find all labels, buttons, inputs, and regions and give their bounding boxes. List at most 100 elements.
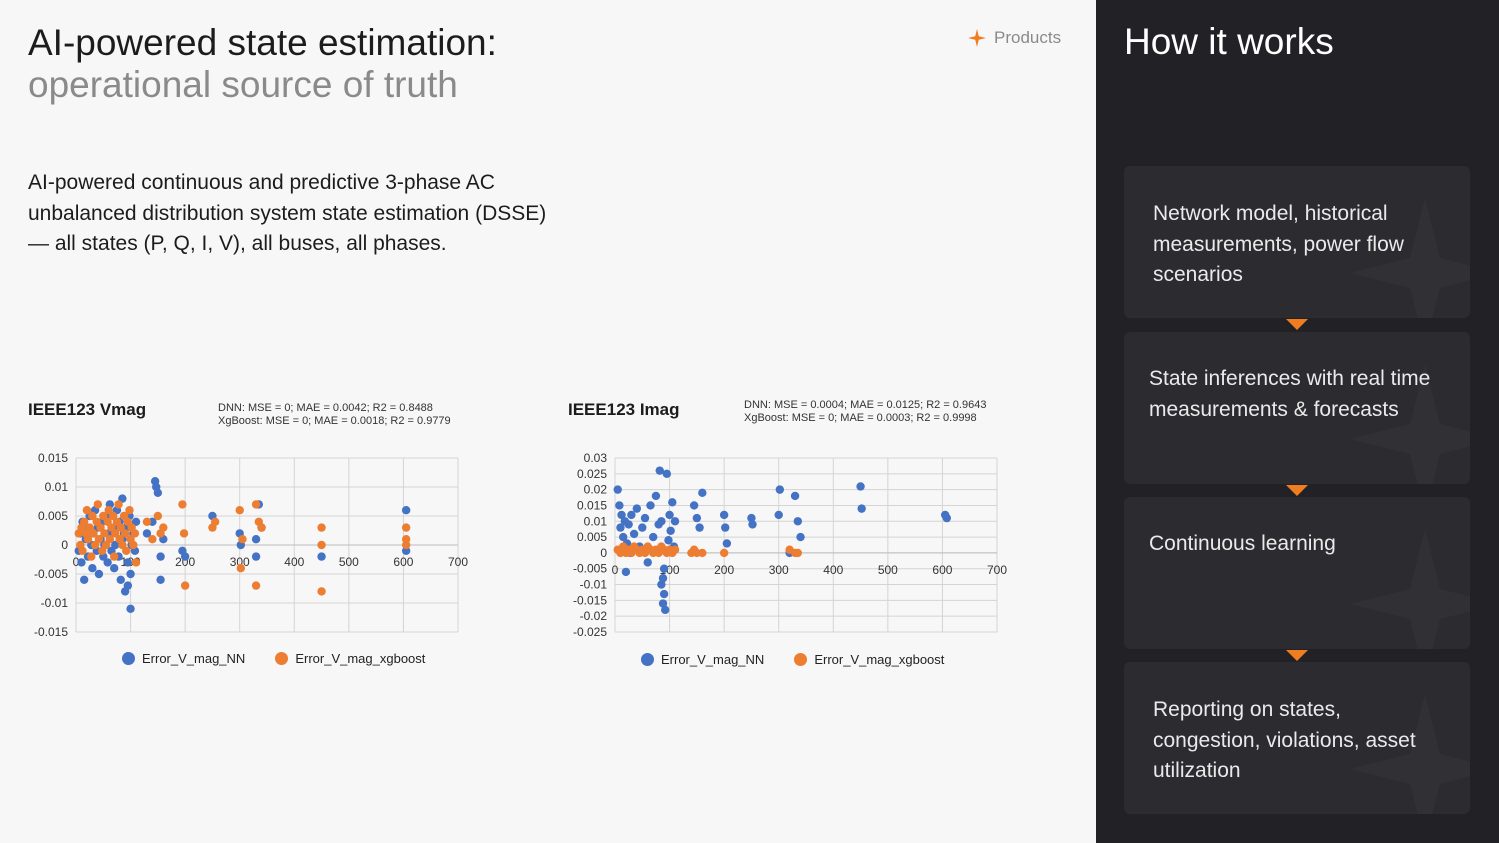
data-point-nn xyxy=(251,535,261,544)
chart-stat-dnn: DNN: MSE = 0; MAE = 0.0042; R2 = 0.8488 xyxy=(218,402,433,414)
data-point-xgboost xyxy=(88,511,97,521)
data-point-nn xyxy=(79,575,89,584)
data-point-nn xyxy=(856,482,865,491)
data-point-xgboost xyxy=(236,564,246,573)
data-point-nn xyxy=(670,517,680,526)
data-point-xgboost xyxy=(698,548,707,558)
y-tick-label: -0.025 xyxy=(573,625,607,639)
y-tick-label: 0.015 xyxy=(577,498,607,512)
data-point-xgboost xyxy=(317,540,326,550)
data-point-xgboost xyxy=(110,552,119,561)
x-tick-label: 300 xyxy=(769,563,789,577)
star-watermark-icon xyxy=(1350,529,1470,649)
imag-plot: 0.030.0250.020.0150.010.0050-0.005-0.01-… xyxy=(573,451,1007,639)
legend-item-nn: Error_V_mag_NN xyxy=(641,652,764,667)
data-point-xgboost xyxy=(129,540,138,550)
y-tick-label: 0.01 xyxy=(584,514,608,528)
step-arrow-icon xyxy=(1286,650,1308,661)
page-subtitle: operational source of truth xyxy=(28,64,458,105)
data-point-xgboost xyxy=(100,529,109,538)
data-point-nn xyxy=(646,501,655,510)
data-point-nn xyxy=(627,510,636,520)
y-tick-label: -0.015 xyxy=(34,625,68,639)
data-point-xgboost xyxy=(317,523,326,532)
star-watermark-icon xyxy=(1350,364,1470,484)
data-point-nn xyxy=(662,469,672,479)
data-point-nn xyxy=(658,599,668,608)
data-point-nn xyxy=(747,513,756,523)
legend-marker-xgboost xyxy=(794,653,808,666)
data-point-xgboost xyxy=(120,529,130,538)
legend-label-xgboost: Error_V_mag_xgboost xyxy=(295,651,426,666)
legend-label-xgboost: Error_V_mag_xgboost xyxy=(814,652,945,667)
chart-title: IEEE123 Vmag xyxy=(28,400,147,419)
data-point-xgboost xyxy=(130,529,140,538)
data-point-xgboost xyxy=(105,535,115,544)
data-point-nn xyxy=(661,605,670,615)
data-point-nn xyxy=(665,510,674,520)
products-link[interactable]: Products xyxy=(968,28,1061,48)
chart-legend: Error_V_mag_NN Error_V_mag_xgboost xyxy=(641,652,944,667)
data-point-nn xyxy=(638,523,647,532)
imag-chart: IEEE123 Imag DNN: MSE = 0.0004; MAE = 0.… xyxy=(568,392,1068,682)
data-point-xgboost xyxy=(401,540,411,550)
step-text: Continuous learning xyxy=(1149,532,1336,555)
data-point-xgboost xyxy=(87,552,96,561)
data-point-nn xyxy=(126,569,135,579)
chart-title: IEEE123 Imag xyxy=(568,400,680,419)
x-tick-label: 600 xyxy=(932,563,952,577)
data-point-xgboost xyxy=(210,517,220,526)
data-point-nn xyxy=(692,513,702,523)
data-point-xgboost xyxy=(178,500,187,509)
data-point-nn xyxy=(123,558,133,567)
chart-stats: DNN: MSE = 0; MAE = 0.0042; R2 = 0.8488 … xyxy=(218,402,451,428)
data-point-nn xyxy=(616,523,625,532)
x-tick-label: 200 xyxy=(714,563,734,577)
data-point-xgboost xyxy=(104,506,113,515)
data-point-nn xyxy=(617,510,626,520)
chart-stats: DNN: MSE = 0.0004; MAE = 0.0125; R2 = 0.… xyxy=(744,399,986,425)
y-tick-label: 0.03 xyxy=(584,451,608,465)
step-text: Network model, historical measurements, … xyxy=(1153,202,1404,286)
data-point-xgboost xyxy=(179,529,189,538)
sparkle-icon xyxy=(968,29,986,47)
legend-item-nn: Error_V_mag_NN xyxy=(122,651,245,666)
x-tick-label: 500 xyxy=(878,563,898,577)
legend-label-nn: Error_V_mag_NN xyxy=(661,652,765,667)
data-point-xgboost xyxy=(235,506,244,515)
data-point-nn xyxy=(857,504,866,513)
step-arrow-icon xyxy=(1286,319,1308,330)
data-point-nn xyxy=(942,513,951,523)
data-point-xgboost xyxy=(125,506,134,515)
y-tick-label: -0.01 xyxy=(580,578,608,592)
data-point-nn xyxy=(317,552,326,561)
data-point-nn xyxy=(156,575,165,584)
data-point-nn xyxy=(116,575,125,584)
data-point-xgboost xyxy=(148,535,157,544)
data-point-nn xyxy=(793,517,803,526)
data-point-xgboost xyxy=(251,581,261,590)
chart-legend: Error_V_mag_NN Error_V_mag_xgboost xyxy=(122,651,425,666)
star-watermark-icon xyxy=(1350,198,1470,318)
chart-stat-xgboost: XgBoost: MSE = 0; MAE = 0.0018; R2 = 0.9… xyxy=(218,415,451,427)
data-point-nn xyxy=(251,552,261,561)
data-point-xgboost xyxy=(251,500,261,509)
data-point-xgboost xyxy=(153,511,163,521)
data-point-nn xyxy=(796,532,805,542)
data-point-nn xyxy=(689,501,699,510)
chart-stat-xgboost: XgBoost: MSE = 0; MAE = 0.0003; R2 = 0.9… xyxy=(744,412,977,424)
data-point-nn xyxy=(668,498,677,507)
data-point-xgboost xyxy=(83,535,93,544)
data-point-nn xyxy=(618,532,628,542)
step-card-4: Reporting on states, congestion, violati… xyxy=(1124,662,1470,814)
how-it-works-panel: How it works Network model, historical m… xyxy=(1096,0,1499,843)
data-point-nn xyxy=(111,540,120,550)
data-point-nn xyxy=(624,520,633,529)
y-tick-label: 0 xyxy=(61,538,68,552)
data-point-nn xyxy=(643,558,652,567)
data-point-nn xyxy=(401,546,411,555)
data-point-xgboost xyxy=(78,546,87,555)
main-panel: AI-powered state estimation: operational… xyxy=(28,22,1068,682)
data-point-nn xyxy=(94,569,104,579)
data-point-nn xyxy=(103,558,112,567)
